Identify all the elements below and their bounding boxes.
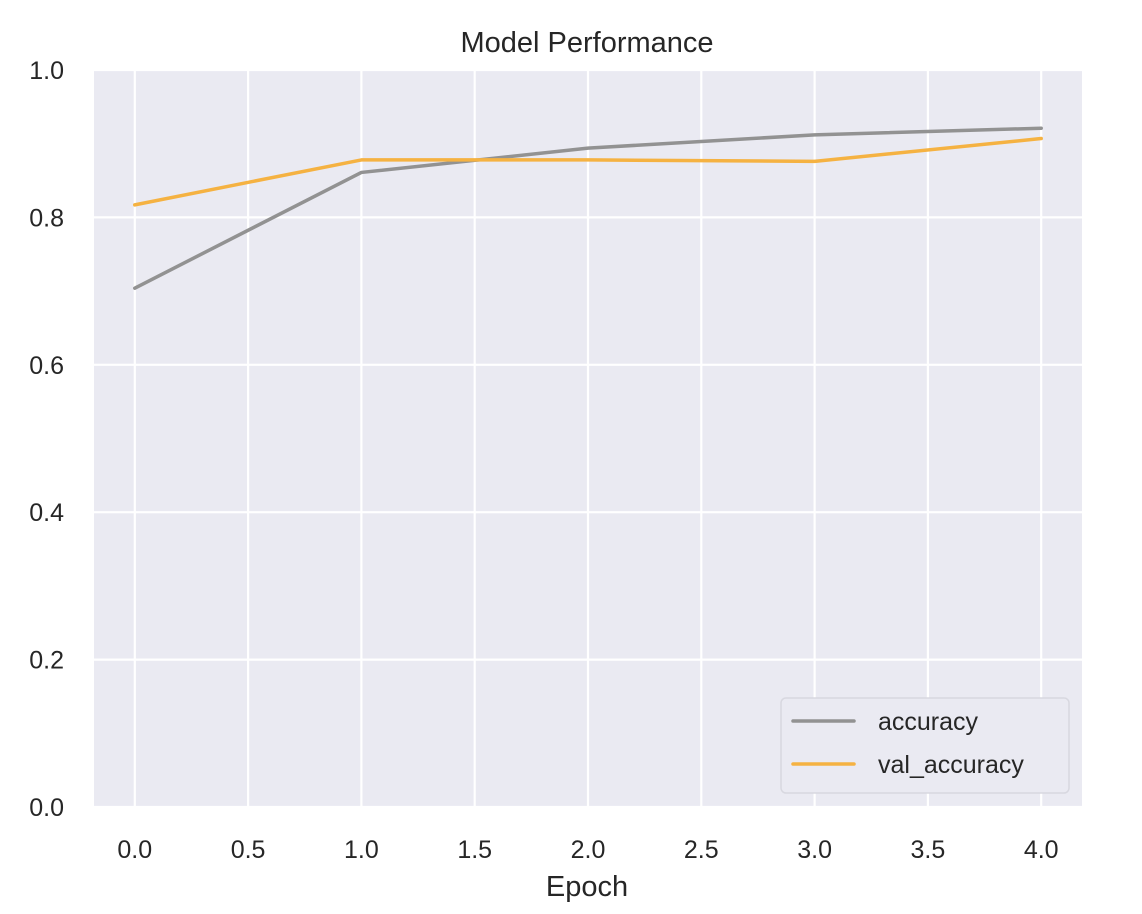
x-tick-label: 0.0 xyxy=(117,836,152,864)
x-tick-label: 3.0 xyxy=(797,836,832,864)
chart-title: Model Performance xyxy=(460,27,713,59)
x-tick-label: 0.5 xyxy=(231,836,266,864)
x-tick-labels: 0.0 0.5 1.0 1.5 2.0 2.5 3.0 3.5 4.0 xyxy=(117,836,1058,864)
x-tick-label: 4.0 xyxy=(1024,836,1059,864)
y-tick-label: 0.6 xyxy=(29,352,64,380)
y-tick-labels: 0.0 0.2 0.4 0.6 0.8 1.0 xyxy=(29,57,64,822)
series-line-accuracy xyxy=(133,126,1043,290)
y-tick-label: 0.4 xyxy=(29,499,64,527)
x-tick-label: 1.5 xyxy=(457,836,492,864)
legend-label-val-accuracy: val_accuracy xyxy=(878,751,1024,779)
x-tick-label: 1.0 xyxy=(344,836,379,864)
y-tick-label: 0.0 xyxy=(29,794,64,822)
legend: accuracy val_accuracy xyxy=(780,697,1070,794)
y-tick-label: 0.8 xyxy=(29,204,64,232)
series-lines xyxy=(133,126,1043,290)
legend-label-accuracy: accuracy xyxy=(878,708,979,736)
series-line-val-accuracy xyxy=(133,136,1043,207)
x-tick-label: 2.5 xyxy=(684,836,719,864)
x-axis-label: Epoch xyxy=(546,871,628,903)
grid-lines xyxy=(94,68,1082,809)
x-tick-label: 3.5 xyxy=(911,836,946,864)
x-tick-label: 2.0 xyxy=(571,836,606,864)
y-tick-label: 0.2 xyxy=(29,647,64,675)
y-tick-label: 1.0 xyxy=(29,57,64,85)
